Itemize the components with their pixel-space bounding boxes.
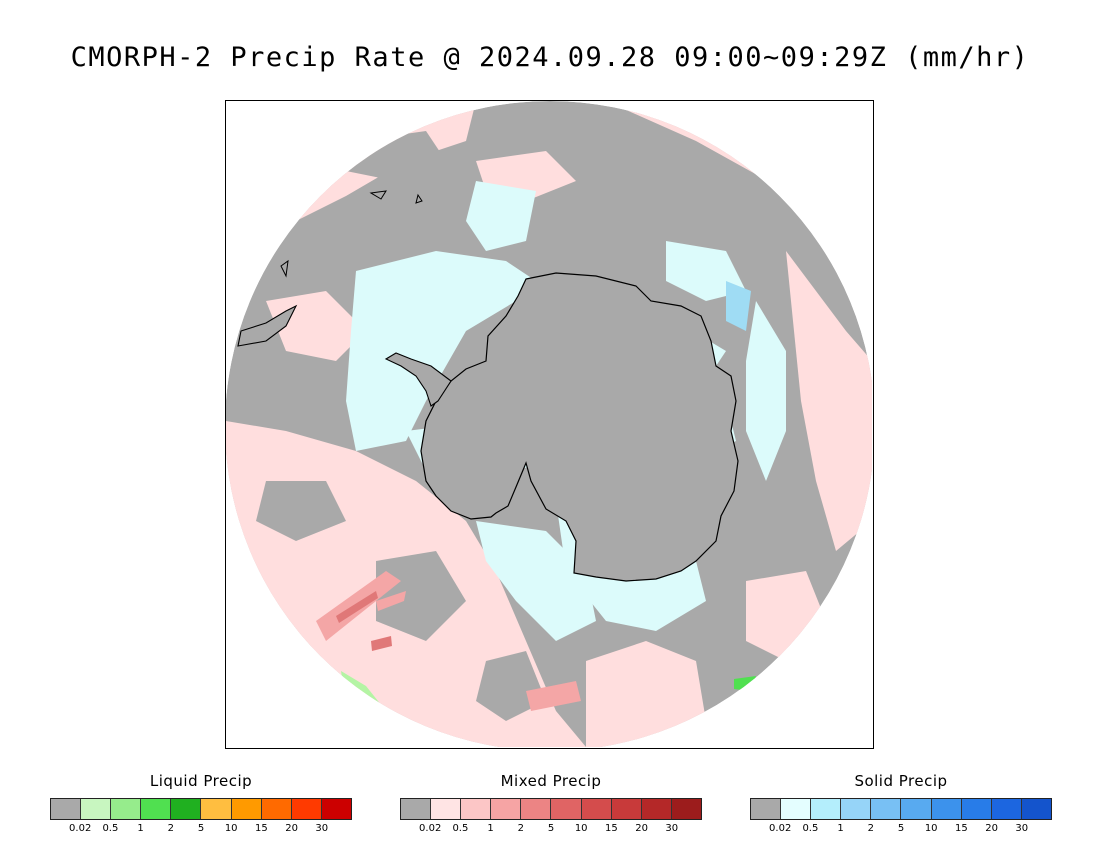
tick-label: 30	[665, 823, 679, 834]
tick-label: 1	[137, 823, 144, 834]
color-swatch	[171, 799, 202, 819]
tick-labels: 0.02 0.5 1 2 5 10 15 20 30	[50, 820, 352, 836]
mixed-precip-strong	[336, 591, 392, 651]
tick-label: 0.02	[769, 823, 792, 834]
legend-title: Solid Precip	[854, 772, 948, 790]
color-swatch	[871, 799, 902, 819]
legend-mixed: Mixed Precip 0.02 0.5 1 2 5 10 15 20 30	[400, 772, 702, 836]
color-swatch	[751, 799, 782, 819]
tick-label: 15	[955, 823, 968, 834]
tick-label: 10	[224, 823, 238, 834]
tick-label: 2	[867, 823, 874, 834]
color-swatch	[231, 799, 262, 819]
color-swatch	[521, 799, 552, 819]
color-swatch	[581, 799, 612, 819]
color-bar	[50, 798, 352, 820]
tick-label: 2	[167, 823, 174, 834]
tick-labels: 0.02 0.5 1 2 5 10 15 20 30	[400, 820, 702, 836]
tick-label: 20	[285, 823, 298, 834]
color-swatch	[811, 799, 842, 819]
antarctic-peninsula	[384, 352, 452, 407]
tick-label: 2	[517, 823, 524, 834]
tick-label: 1	[487, 823, 494, 834]
color-swatch	[261, 799, 292, 819]
south-america-coastline	[237, 304, 298, 347]
color-swatch	[461, 799, 492, 819]
color-swatch	[901, 799, 932, 819]
color-swatch	[1021, 799, 1051, 819]
color-swatch	[81, 799, 112, 819]
color-swatch	[611, 799, 642, 819]
color-swatch	[201, 799, 232, 819]
color-swatch	[111, 799, 142, 819]
tick-label: 20	[635, 823, 648, 834]
color-bar	[750, 798, 1052, 820]
tick-label: 10	[574, 823, 588, 834]
color-bar	[400, 798, 702, 820]
tick-label: 15	[605, 823, 618, 834]
tick-label: 10	[924, 823, 938, 834]
antarctica-coastline	[420, 272, 739, 582]
color-swatch	[841, 799, 872, 819]
tick-label: 0.02	[419, 823, 442, 834]
no-precip-areas	[256, 131, 546, 721]
tick-label: 0.5	[452, 823, 469, 834]
tick-label: 20	[985, 823, 998, 834]
color-swatch	[551, 799, 582, 819]
color-swatch	[401, 799, 432, 819]
tick-label: 5	[547, 823, 555, 834]
legend-solid: Solid Precip 0.02 0.5 1 2 5 10 15 20 30	[750, 772, 1052, 836]
tick-label: 0.02	[69, 823, 92, 834]
color-swatch	[991, 799, 1022, 819]
tick-label: 0.5	[802, 823, 819, 834]
color-swatch	[321, 799, 351, 819]
solid-precip-medium	[726, 281, 751, 331]
color-swatch	[51, 799, 82, 819]
tick-label: 5	[197, 823, 205, 834]
tick-label: 5	[897, 823, 905, 834]
tick-label: 0.5	[102, 823, 119, 834]
tick-label: 30	[1015, 823, 1029, 834]
tick-label: 1	[837, 823, 844, 834]
color-swatch	[671, 799, 701, 819]
color-swatch	[291, 799, 322, 819]
precip-map	[226, 101, 872, 747]
color-swatch	[641, 799, 672, 819]
color-swatch	[781, 799, 812, 819]
tick-label: 30	[315, 823, 329, 834]
map-panel	[225, 100, 874, 749]
tick-labels: 0.02 0.5 1 2 5 10 15 20 30	[750, 820, 1052, 836]
color-swatch	[141, 799, 172, 819]
color-swatch	[491, 799, 522, 819]
legend-title: Liquid Precip	[149, 772, 253, 790]
color-swatch	[431, 799, 462, 819]
page-title: CMORPH-2 Precip Rate @ 2024.09.28 09:00~…	[70, 42, 1030, 73]
legend-title: Mixed Precip	[500, 772, 602, 790]
color-swatch	[961, 799, 992, 819]
color-swatch	[931, 799, 962, 819]
tick-label: 15	[255, 823, 268, 834]
legend-liquid: Liquid Precip 0.02 0.5 1 2 5 10 15 20 30	[50, 772, 352, 836]
